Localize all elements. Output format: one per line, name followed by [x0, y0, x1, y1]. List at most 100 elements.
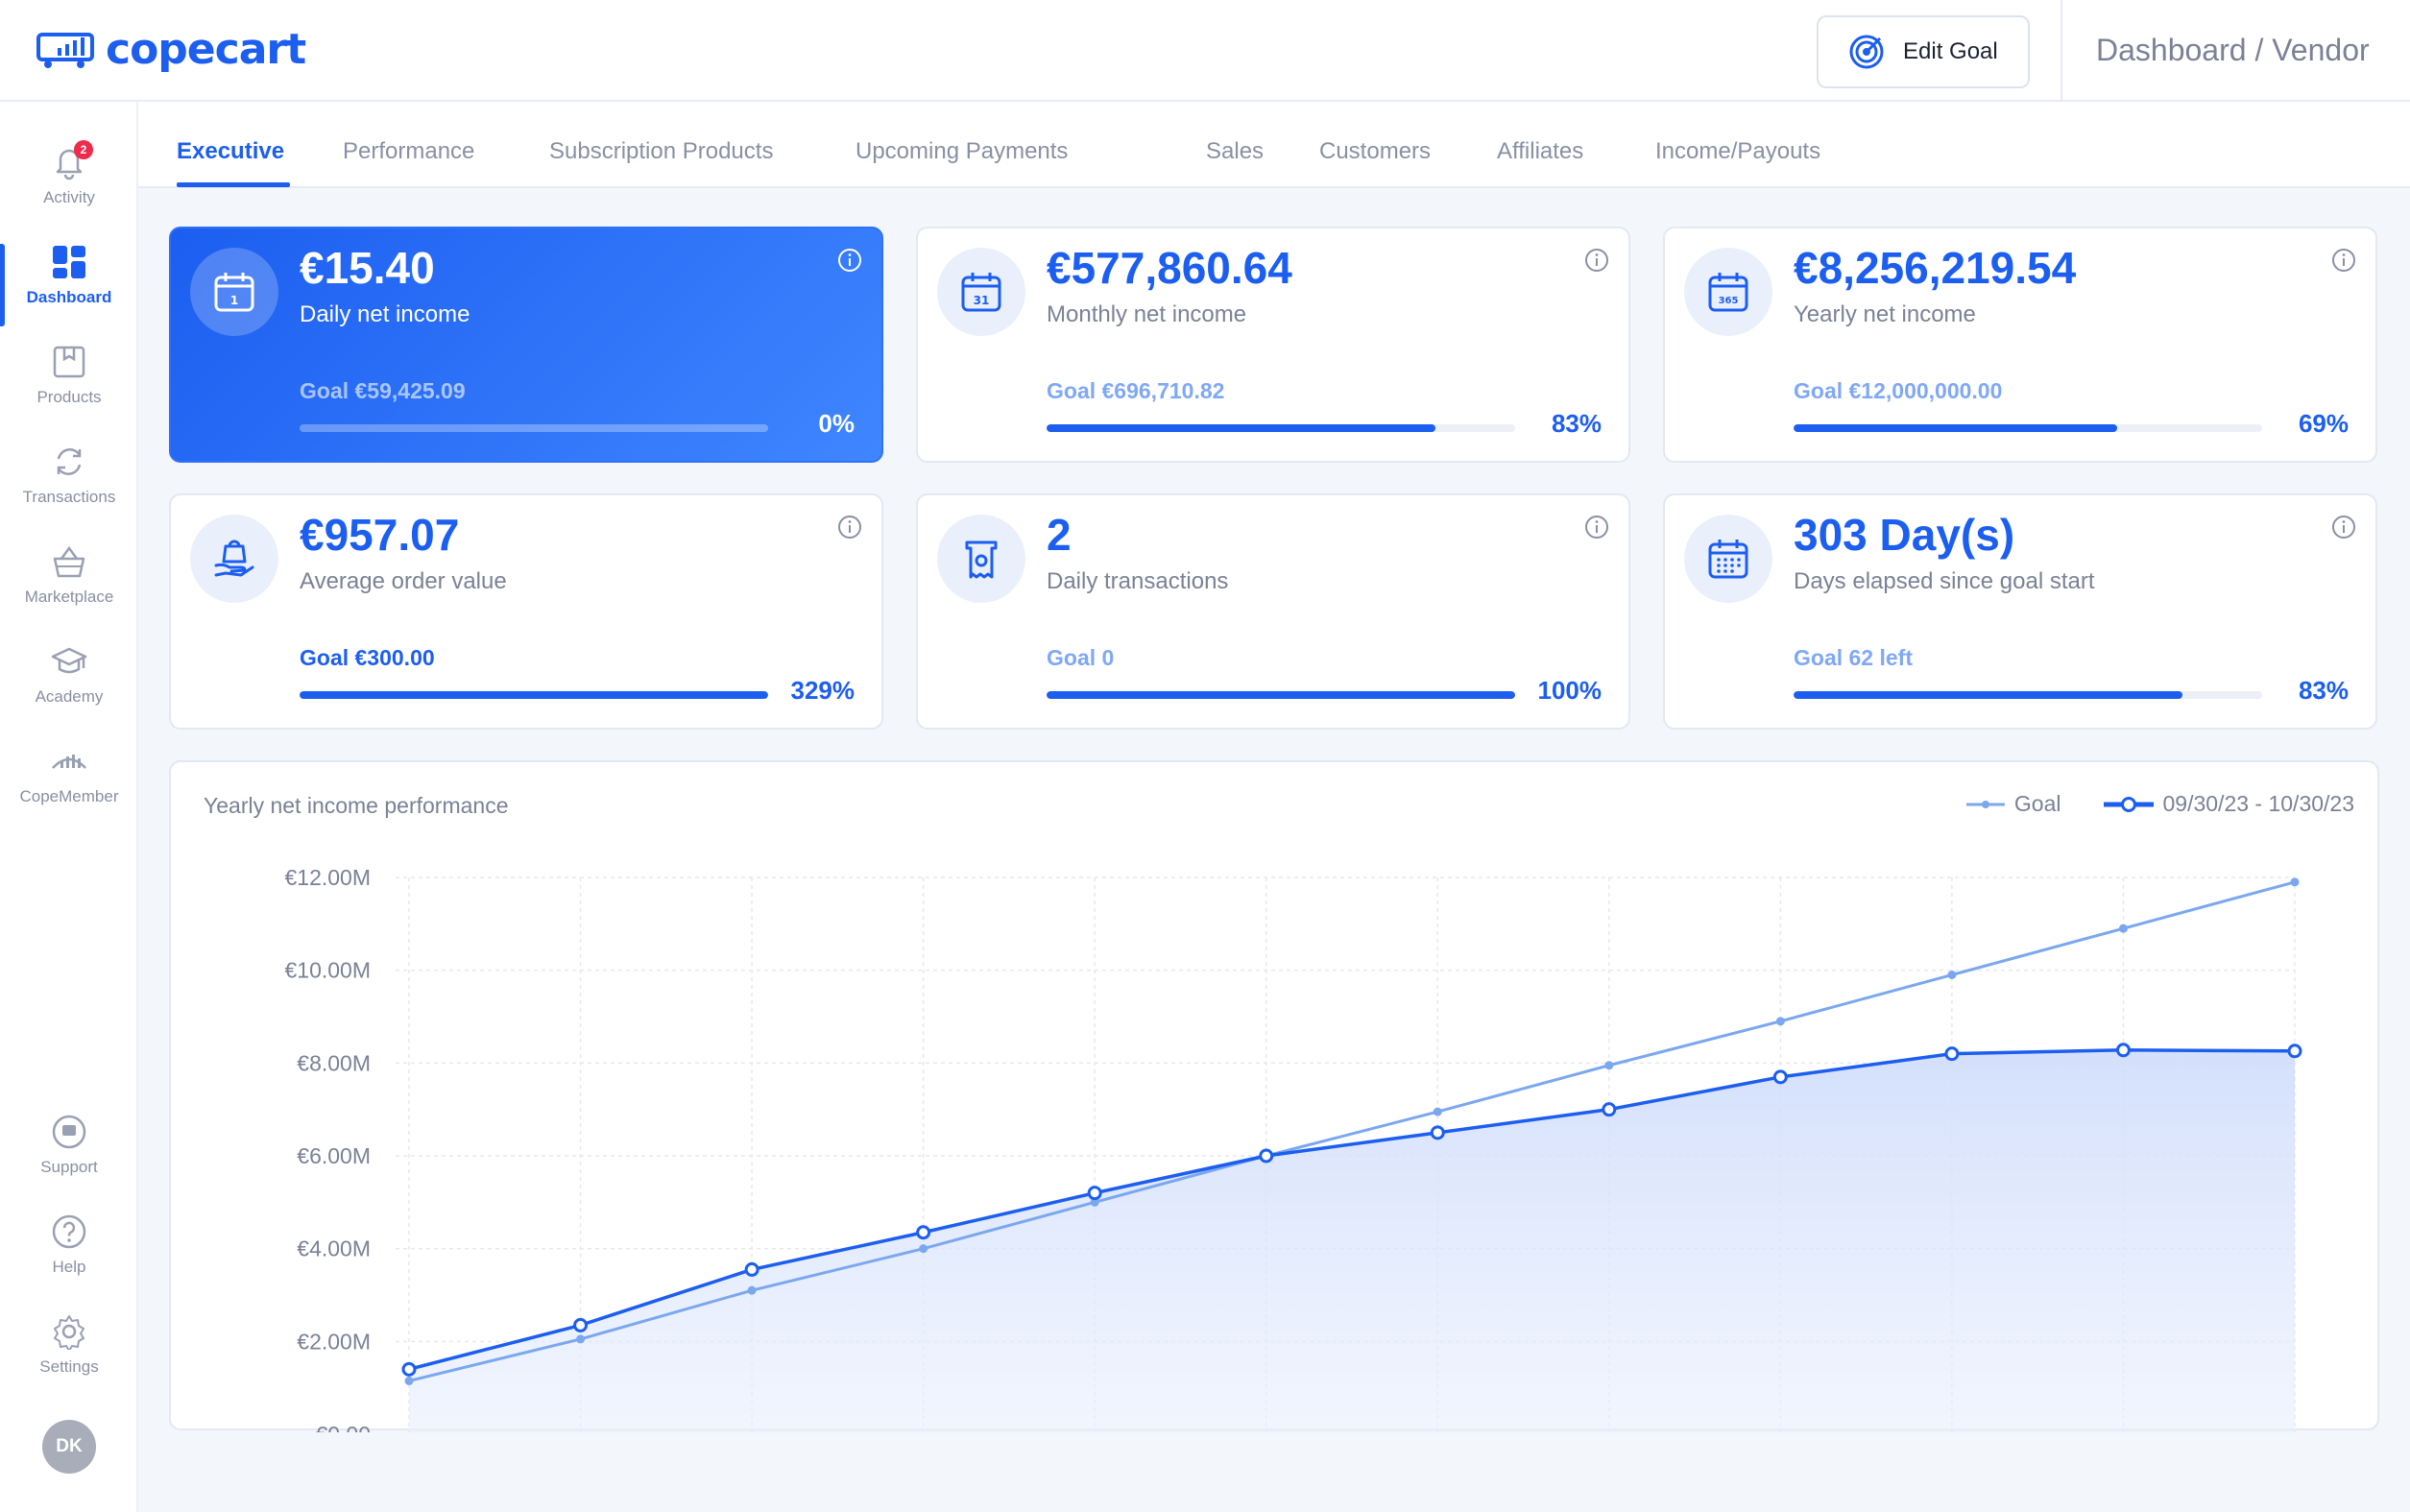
top-header: copecart Edit Goal Dashboard / Vendor	[0, 0, 2410, 102]
progress-fill	[1794, 424, 2117, 432]
y-tick-label: €8.00M	[297, 1050, 371, 1075]
sidebar-item-label: CopeMember	[19, 787, 119, 805]
chart-title: Yearly net income performance	[204, 793, 509, 818]
y-tick-label: €10.00M	[284, 958, 371, 983]
kpi-goal: Goal €300.00	[300, 645, 435, 670]
kpi-goal: Goal 0	[1047, 645, 1115, 670]
kpi-percentage: 329%	[790, 676, 856, 705]
info-icon[interactable]	[2331, 515, 2356, 540]
sidebar-item-copemember[interactable]: CopeMember	[0, 743, 138, 839]
avatar[interactable]: DK	[42, 1420, 96, 1474]
kpi-value: €15.40	[300, 243, 435, 293]
kpi-value: €957.07	[300, 510, 460, 560]
sidebar-item-activity[interactable]: 2 Activity	[0, 140, 138, 240]
legend-item-actual[interactable]: 09/30/23 - 10/30/23	[2103, 791, 2355, 817]
tab-customers[interactable]: Customers	[1319, 138, 1432, 164]
info-icon[interactable]	[837, 248, 862, 273]
y-tick-label: €2.00M	[297, 1329, 371, 1354]
kpi-goal: Goal €12,000,000.00	[1794, 378, 2003, 403]
kpi-label: Yearly net income	[1794, 301, 1976, 327]
graduation-cap-icon	[51, 643, 87, 680]
kpi-value: 2	[1047, 510, 1072, 560]
kpi-goal: Goal 62 left	[1794, 645, 1913, 670]
y-tick-label: €12.00M	[284, 865, 371, 890]
actual-data-point	[916, 1225, 931, 1240]
tab-performance[interactable]: Performance	[343, 138, 475, 164]
kpi-value: €577,860.64	[1047, 243, 1292, 293]
info-icon[interactable]	[1584, 515, 1609, 540]
products-box-icon	[51, 344, 87, 380]
goal-data-point	[576, 1334, 586, 1344]
sidebar-item-help[interactable]: Help	[0, 1213, 138, 1309]
actual-data-point	[1087, 1186, 1102, 1201]
progress-fill	[1047, 691, 1515, 699]
legend-goal-label: Goal	[2013, 791, 2061, 816]
kpi-value: 303 Day(s)	[1794, 510, 2015, 560]
kpi-card-daily-transactions[interactable]: 2 Daily transactions Goal 0 100%	[916, 493, 1630, 730]
brand-name: copecart	[106, 25, 306, 74]
kpi-card-monthly-net-income[interactable]: 31 €577,860.64 Monthly net income Goal €…	[916, 227, 1630, 463]
sidebar-item-products[interactable]: Products	[0, 344, 138, 440]
receipt-icon	[937, 515, 1025, 603]
sidebar-item-marketplace[interactable]: Marketplace	[0, 543, 138, 639]
sidebar-item-label: Activity	[43, 188, 95, 206]
kpi-label: Days elapsed since goal start	[1794, 568, 2095, 594]
progress-fill	[1794, 691, 2183, 699]
actual-series-line	[408, 1048, 2296, 1372]
copecart-logo[interactable]: copecart	[36, 25, 306, 74]
cart-logo-icon	[36, 32, 94, 68]
kpi-card-yearly-net-income[interactable]: 365 €8,256,219.54 Yearly net income Goal…	[1663, 227, 2377, 463]
tab-sales[interactable]: Sales	[1206, 138, 1265, 164]
actual-data-point	[1602, 1102, 1617, 1117]
sidebar-item-settings[interactable]: Settings	[0, 1313, 138, 1409]
tab-bar: Executive Performance Subscription Produ…	[138, 102, 2410, 188]
sidebar-item-label: Settings	[39, 1357, 99, 1376]
line-chart-svg: €0.00 €2.00M €4.00M €6.00M €8.00M €10.00M €12.…	[284, 865, 2302, 1432]
edit-goal-button[interactable]: Edit Goal	[1817, 15, 2030, 88]
bell-icon: 2	[51, 140, 93, 180]
actual-data-point	[1259, 1148, 1274, 1164]
progress-bar	[1794, 424, 2262, 432]
kpi-percentage: 0%	[818, 409, 855, 438]
breadcrumb: Dashboard / Vendor	[2096, 33, 2370, 67]
kpi-card-average-order-value[interactable]: €957.07 Average order value Goal €300.00…	[169, 493, 883, 730]
edit-goal-label: Edit Goal	[1903, 38, 1998, 64]
y-tick-label: €6.00M	[297, 1143, 371, 1168]
tab-executive[interactable]: Executive	[177, 138, 285, 164]
info-icon[interactable]	[837, 515, 862, 540]
goal-data-point	[2290, 877, 2300, 887]
actual-data-point	[401, 1361, 417, 1377]
help-circle-icon	[51, 1213, 87, 1250]
info-icon[interactable]	[2331, 248, 2356, 273]
progress-bar	[1047, 424, 1515, 432]
tab-income-payouts[interactable]: Income/Payouts	[1655, 138, 1821, 164]
header-divider	[2061, 0, 2062, 102]
shopping-bag-hand-icon	[190, 515, 278, 603]
sidebar-item-dashboard[interactable]: Dashboard	[0, 244, 138, 340]
kpi-label: Daily net income	[300, 301, 470, 327]
goal-data-point	[1775, 1017, 1785, 1026]
legend-actual-label: 09/30/23 - 10/30/23	[2162, 791, 2355, 816]
progress-bar	[1047, 691, 1515, 699]
tab-subscription-products[interactable]: Subscription Products	[549, 138, 774, 164]
kpi-label: Daily transactions	[1047, 568, 1229, 594]
goal-data-point	[1090, 1197, 1099, 1207]
sidebar-item-label: Dashboard	[26, 288, 112, 306]
sidebar-item-label: Products	[36, 388, 102, 406]
kpi-label: Monthly net income	[1047, 301, 1247, 327]
actual-data-point	[744, 1261, 759, 1277]
chart-legend: Goal 09/30/23 - 10/30/23	[1940, 791, 2354, 817]
sidebar-item-support[interactable]: Support	[0, 1114, 138, 1210]
kpi-percentage: 83%	[1551, 409, 1602, 438]
sidebar-item-transactions[interactable]: Transactions	[0, 444, 138, 540]
calendar-grid-icon	[1684, 515, 1772, 603]
kpi-card-daily-net-income[interactable]: 1 €15.40 Daily net income Goal €59,425.0…	[169, 227, 883, 463]
gear-icon	[51, 1313, 87, 1352]
kpi-card-days-elapsed[interactable]: 303 Day(s) Days elapsed since goal start…	[1663, 493, 2377, 730]
sidebar-item-academy[interactable]: Academy	[0, 643, 138, 739]
tab-upcoming-payments[interactable]: Upcoming Payments	[856, 138, 1069, 164]
legend-item-goal[interactable]: Goal	[1965, 791, 2061, 817]
tab-affiliates[interactable]: Affiliates	[1497, 138, 1584, 164]
y-tick-label: €4.00M	[297, 1236, 371, 1261]
info-icon[interactable]	[1584, 248, 1609, 273]
